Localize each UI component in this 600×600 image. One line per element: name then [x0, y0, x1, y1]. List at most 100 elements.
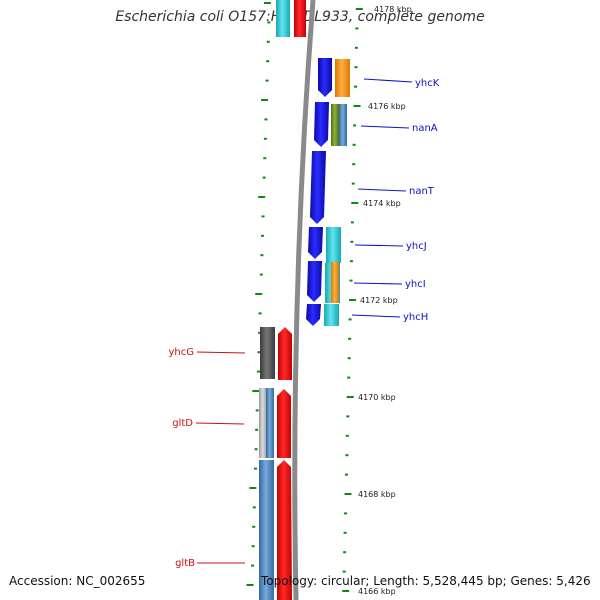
tick-mark: [258, 312, 262, 315]
tick-mark: [352, 143, 356, 146]
tick-mark: [262, 176, 266, 179]
tick-mark: [265, 79, 269, 82]
tick-mark: [351, 202, 359, 204]
tick-mark: [252, 525, 256, 528]
tick-mark: [349, 299, 357, 301]
tick-mark: [255, 428, 259, 431]
tick-mark: [342, 570, 346, 573]
tick-mark: [347, 357, 351, 360]
genome-backbone: [292, 0, 316, 600]
gene-label-gltB[interactable]: gltB: [175, 558, 195, 569]
feature-steel: [339, 104, 347, 146]
tick-mark: [258, 196, 266, 198]
tick-mark: [349, 279, 353, 282]
tick-mark: [354, 66, 358, 69]
tick-mark: [345, 434, 349, 437]
tick-mark: [345, 454, 349, 457]
gene-label-nanA[interactable]: nanA: [412, 123, 438, 134]
leader-line: [354, 244, 404, 247]
scale-label: 4166 kbp: [358, 587, 396, 596]
tick-mark: [260, 254, 264, 257]
tick-mark: [259, 273, 263, 276]
tick-mark: [246, 584, 254, 586]
tick-mark: [258, 331, 262, 334]
feature-steel-2: [266, 388, 274, 458]
scale-label: 4178 kbp: [374, 5, 412, 14]
feature-gray: [260, 327, 275, 379]
leader-line: [363, 78, 413, 83]
tick-mark: [353, 105, 361, 107]
gene-label-yhcG[interactable]: yhcG: [168, 347, 194, 358]
gene-arrow-nanT[interactable]: [310, 151, 326, 224]
feature-olive: [331, 104, 339, 146]
tick-mark: [252, 506, 256, 509]
feature-orange-2: [331, 262, 339, 303]
tick-mark: [256, 370, 260, 373]
tick-marks: [246, 2, 363, 592]
tick-mark: [343, 551, 347, 554]
feature-steel-3: [259, 460, 274, 600]
tick-mark: [249, 487, 257, 489]
tick-mark: [266, 40, 270, 43]
tick-mark: [346, 415, 350, 418]
gene-arrow-yhcH[interactable]: [306, 304, 321, 326]
tick-mark: [350, 221, 354, 224]
forward-gene-labels: [351, 78, 413, 318]
accession-text: Accession: NC_002655: [9, 574, 146, 588]
gene-arrow-nanA[interactable]: [314, 102, 329, 147]
feature-cyan-3: [324, 304, 339, 326]
gene-arrow-yhcK[interactable]: [318, 58, 332, 97]
feature-cyan-1: [326, 227, 341, 263]
gene-label-nanT[interactable]: nanT: [409, 186, 435, 197]
gene-label-yhcH[interactable]: yhcH: [403, 312, 428, 323]
feature-red-top: [294, 0, 306, 37]
gene-arrow-gltD[interactable]: [277, 389, 291, 458]
scale-label: 4174 kbp: [363, 199, 401, 208]
tick-mark: [253, 467, 257, 470]
leader-line: [360, 125, 410, 129]
tick-mark: [344, 493, 352, 495]
tick-mark: [346, 396, 354, 398]
tick-mark: [355, 27, 359, 30]
tick-mark: [263, 137, 267, 140]
tick-mark: [354, 46, 358, 49]
reverse-gene-labels: [195, 351, 246, 564]
scale-label: 4172 kbp: [360, 296, 398, 305]
reverse-strand-features: [259, 0, 306, 600]
tick-mark: [350, 240, 354, 243]
tick-mark: [344, 473, 348, 476]
gene-label-yhcJ[interactable]: yhcJ: [406, 241, 427, 252]
leader-line: [357, 188, 407, 192]
gene-label-yhcI[interactable]: yhcI: [405, 279, 426, 290]
gene-arrow-yhcJ[interactable]: [308, 227, 323, 259]
tick-mark: [355, 8, 363, 10]
tick-mark: [348, 318, 352, 321]
tick-mark: [344, 512, 348, 515]
tick-mark: [263, 157, 267, 160]
tick-mark: [261, 99, 269, 101]
gene-label-gltD[interactable]: gltD: [172, 418, 193, 429]
scale-label: 4168 kbp: [358, 490, 396, 499]
tick-mark: [260, 234, 264, 237]
tick-mark: [347, 376, 351, 379]
tick-mark: [267, 21, 271, 24]
gene-arrow-yhcG[interactable]: [278, 327, 292, 380]
tick-mark: [257, 351, 261, 354]
tick-mark: [354, 85, 358, 88]
tick-mark: [351, 182, 355, 185]
gene-arrow-gltB[interactable]: [277, 460, 292, 600]
scale-label: 4176 kbp: [368, 102, 406, 111]
gene-label-yhcK[interactable]: yhcK: [415, 78, 440, 89]
tick-mark: [342, 590, 350, 592]
leader-line: [351, 314, 401, 318]
gene-arrow-yhcI[interactable]: [307, 261, 322, 302]
tick-mark: [252, 390, 260, 392]
tick-mark: [251, 545, 255, 548]
tick-mark: [349, 260, 353, 263]
tick-mark: [263, 2, 271, 4]
leader-line: [353, 282, 403, 285]
tick-mark: [348, 337, 352, 340]
tick-mark: [255, 409, 259, 412]
tick-mark: [261, 215, 265, 218]
